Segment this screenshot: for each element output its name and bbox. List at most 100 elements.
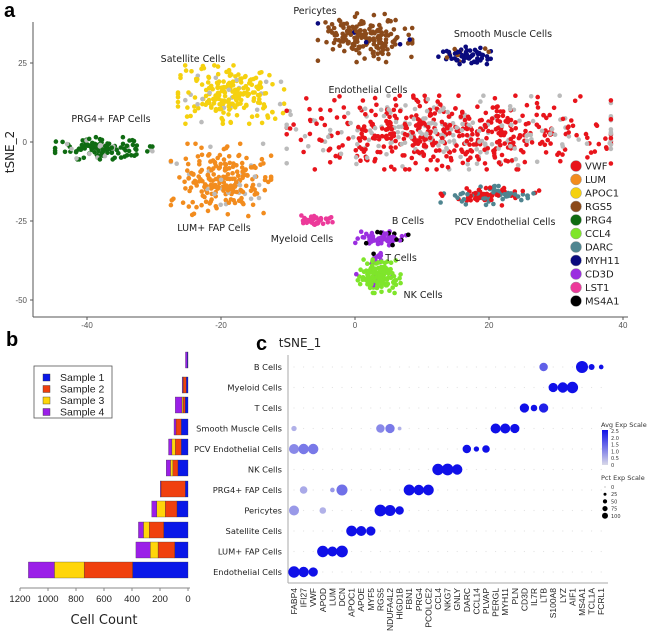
dot-empty bbox=[399, 366, 401, 368]
scatter-point bbox=[449, 111, 455, 117]
scatter-point bbox=[534, 159, 540, 165]
scatter-point bbox=[284, 161, 290, 166]
dot-empty bbox=[504, 550, 506, 553]
scatter-point bbox=[230, 79, 236, 84]
scatter-point bbox=[201, 65, 207, 71]
scatter-point bbox=[244, 103, 249, 108]
scatter-point bbox=[560, 144, 566, 149]
scatter-point bbox=[185, 161, 191, 167]
scatter-point bbox=[382, 167, 387, 172]
dot-empty bbox=[456, 571, 458, 573]
scatter-point bbox=[368, 119, 373, 125]
dot-empty bbox=[427, 386, 429, 389]
scatter-point bbox=[596, 141, 602, 147]
scatter-point bbox=[535, 94, 540, 100]
scatter-point bbox=[97, 157, 103, 162]
scatter-point bbox=[199, 145, 204, 151]
scatter-point bbox=[513, 126, 518, 131]
scatter-point bbox=[502, 141, 508, 146]
scatter-point bbox=[238, 187, 243, 193]
tsne-legend: VWF LUM APOC1 RGS5 PRG4 CCL4 DARC MYH11 CD3D LST1… bbox=[570, 160, 620, 308]
scatter-point bbox=[252, 90, 257, 95]
scatter-point bbox=[389, 149, 395, 154]
scatter-point bbox=[460, 149, 465, 155]
scatter-point bbox=[470, 120, 476, 125]
dot-empty bbox=[485, 530, 487, 532]
scatter-point bbox=[512, 146, 517, 151]
dot-empty bbox=[312, 530, 314, 532]
scatter-point bbox=[433, 130, 438, 135]
dot-empty bbox=[379, 407, 381, 409]
y-tick-label: 25 bbox=[18, 59, 27, 68]
scatter-point bbox=[346, 136, 351, 141]
scatter-point bbox=[460, 110, 465, 115]
scatter-point bbox=[236, 101, 241, 106]
dot-plot-row-label: LUM+ FAP Cells bbox=[218, 547, 282, 557]
scatter-point bbox=[53, 139, 59, 144]
bar-segment bbox=[160, 480, 162, 498]
scatter-point bbox=[499, 123, 505, 128]
dot-empty bbox=[341, 530, 343, 532]
dot-empty bbox=[581, 550, 583, 553]
scatter-point bbox=[399, 124, 404, 129]
scatter-point bbox=[464, 186, 470, 191]
scatter-point bbox=[440, 107, 446, 112]
scatter-point bbox=[389, 44, 395, 50]
scatter-point bbox=[281, 101, 287, 106]
scatter-point bbox=[391, 131, 397, 136]
scatter-point bbox=[383, 37, 389, 42]
scatter-point bbox=[211, 172, 216, 177]
scatter-point bbox=[390, 242, 395, 248]
scatter-point bbox=[465, 157, 471, 163]
count-tick-label: 1000 bbox=[37, 594, 58, 605]
scatter-point bbox=[496, 146, 501, 151]
scatter-point bbox=[498, 142, 503, 148]
dot-empty bbox=[495, 489, 497, 491]
dot-empty bbox=[341, 509, 343, 512]
scatter-point bbox=[398, 272, 403, 277]
scatter-point bbox=[256, 182, 262, 188]
dot-empty bbox=[600, 550, 602, 553]
dot-empty bbox=[562, 530, 564, 532]
scatter-point bbox=[193, 141, 198, 147]
scatter-point bbox=[354, 161, 359, 167]
dot-empty bbox=[466, 386, 468, 389]
scatter-point bbox=[508, 136, 514, 142]
scatter-point bbox=[492, 183, 498, 189]
cluster-label-pericytes: Pericytes bbox=[293, 6, 336, 17]
scatter-point bbox=[124, 143, 130, 149]
scatter-point bbox=[209, 197, 214, 202]
scatter-point bbox=[221, 157, 227, 162]
dot-empty bbox=[399, 530, 401, 532]
scatter-point bbox=[393, 138, 398, 144]
scatter-point bbox=[379, 126, 385, 131]
bar-segment bbox=[181, 396, 184, 414]
scatter-point bbox=[370, 270, 376, 276]
gene-label: IFI27 bbox=[299, 588, 309, 608]
scatter-point bbox=[385, 259, 390, 264]
dot-empty bbox=[485, 509, 487, 512]
dot-empty bbox=[360, 407, 362, 409]
scatter-point bbox=[243, 73, 248, 79]
bar-segment bbox=[175, 438, 182, 456]
scatter-point bbox=[542, 142, 548, 148]
dot-empty bbox=[322, 571, 324, 573]
dot-empty bbox=[514, 489, 516, 491]
scatter-point bbox=[259, 120, 265, 126]
scatter-point bbox=[235, 173, 241, 178]
dot-empty bbox=[523, 489, 526, 491]
scatter-point bbox=[233, 74, 238, 79]
dot-empty bbox=[523, 550, 526, 553]
scatter-point bbox=[222, 166, 228, 171]
scatter-point bbox=[453, 106, 458, 111]
scatter-point bbox=[464, 132, 470, 138]
scatter-point bbox=[329, 22, 335, 27]
scatter-point bbox=[480, 52, 486, 58]
scatter-point bbox=[346, 25, 352, 30]
scatter-point bbox=[512, 192, 518, 197]
dot-empty bbox=[600, 571, 602, 573]
dot-empty bbox=[591, 468, 593, 471]
dot-plot-row-label: PRG4+ FAP Cells bbox=[213, 485, 282, 495]
scatter-point bbox=[64, 141, 70, 147]
scatter-point bbox=[218, 202, 223, 208]
